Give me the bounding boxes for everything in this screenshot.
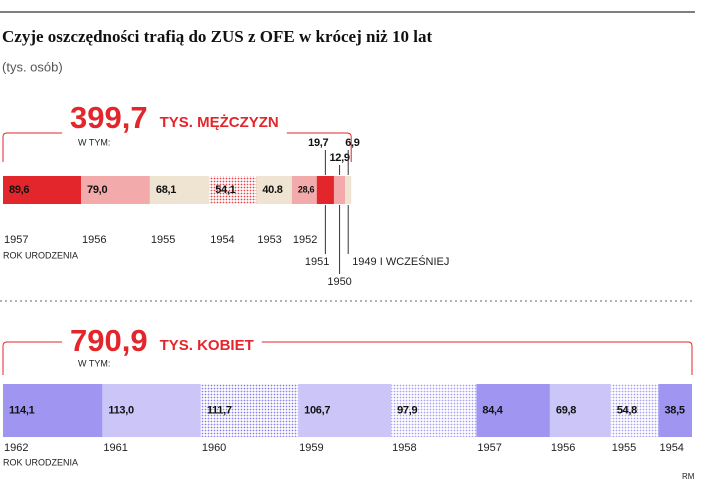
- value-label: 19,7: [308, 137, 328, 149]
- axis-label: ROK URODZENIA: [3, 250, 78, 260]
- bar-segment: [476, 384, 550, 437]
- bar-segment: [149, 176, 210, 204]
- value-label: 54,8: [617, 404, 637, 416]
- breakdown-label: W TYM:: [78, 137, 110, 147]
- year-label: 1950: [327, 276, 351, 288]
- bar-segment: [291, 176, 317, 204]
- breakdown-label: W TYM:: [78, 358, 110, 368]
- year-label: 1957: [4, 234, 28, 246]
- axis-label: ROK URODZENIA: [3, 457, 78, 467]
- year-label: 1957: [477, 442, 501, 454]
- value-label: 28,6: [298, 184, 315, 194]
- bar-segment: [658, 384, 692, 437]
- value-label: 79,0: [87, 184, 107, 196]
- year-label: 1959: [299, 442, 323, 454]
- value-label: 6,9: [345, 137, 360, 149]
- value-label: 54,1: [215, 184, 235, 196]
- total-bracket: [2, 341, 693, 375]
- year-label: 1955: [151, 234, 175, 246]
- total-bracket: [2, 132, 352, 162]
- bar-segment: [549, 384, 611, 437]
- total-caption: TYS. MĘŻCZYZN: [160, 114, 279, 131]
- year-label: 1953: [257, 234, 281, 246]
- value-label: 97,9: [397, 404, 417, 416]
- value-label: 114,1: [9, 404, 35, 416]
- value-label: 113,0: [108, 404, 134, 416]
- year-label: 1962: [4, 442, 28, 454]
- bar-segment: [256, 176, 292, 204]
- year-label: 1956: [551, 442, 575, 454]
- value-label: 40.8: [262, 184, 282, 196]
- credit: RM: [682, 472, 695, 481]
- bar-segment: [81, 176, 150, 204]
- value-label: 84,4: [482, 404, 503, 416]
- value-label: 68,1: [156, 184, 176, 196]
- bar-segment: [3, 384, 103, 437]
- title: Czyje oszczędności trafią do ZUS z OFE w…: [2, 27, 432, 46]
- value-label: 12,9: [329, 152, 349, 164]
- value-label: 69,8: [556, 404, 576, 416]
- bar-segment: [209, 176, 257, 204]
- value-label: 111,7: [207, 404, 232, 416]
- year-label: 1949 I WCZEŚNIEJ: [352, 255, 449, 268]
- total-label: 399,7: [70, 100, 148, 135]
- total-caption: TYS. KOBIET: [160, 337, 254, 354]
- bar-segment: [333, 176, 346, 204]
- year-label: 1954: [659, 442, 683, 454]
- year-label: 1960: [202, 442, 226, 454]
- year-label: 1958: [392, 442, 416, 454]
- value-label: 106,7: [304, 404, 330, 416]
- bar-segment: [3, 176, 82, 204]
- bar-segment: [102, 384, 201, 437]
- bar-segment: [200, 384, 299, 437]
- year-label: 1956: [82, 234, 106, 246]
- bar-segment: [391, 384, 477, 437]
- value-label: 89,6: [9, 184, 29, 196]
- bar-segment: [316, 176, 334, 204]
- total-label: 790,9: [70, 323, 148, 358]
- year-label: 1951: [305, 256, 329, 268]
- bar-segment: [298, 384, 392, 437]
- year-label: 1955: [612, 442, 636, 454]
- year-label: 1952: [293, 234, 317, 246]
- bar-segment: [345, 176, 352, 204]
- value-label: 38,5: [664, 404, 684, 416]
- year-label: 1954: [210, 234, 234, 246]
- subtitle: (tys. osób): [2, 59, 63, 74]
- bar-segment: [610, 384, 659, 437]
- year-label: 1961: [103, 442, 127, 454]
